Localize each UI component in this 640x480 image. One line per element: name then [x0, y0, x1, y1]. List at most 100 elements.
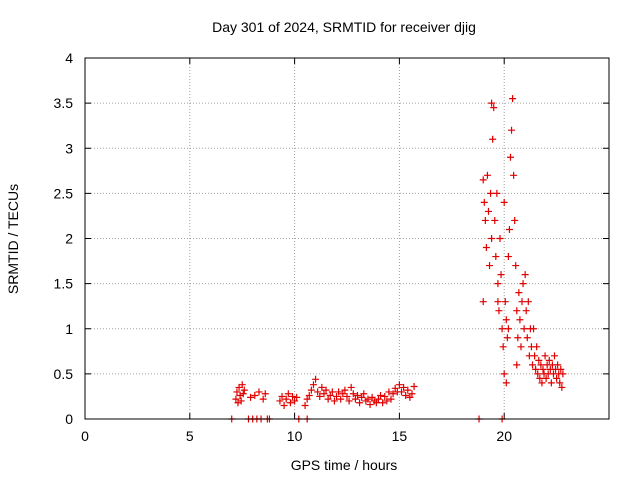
data-point: [531, 352, 539, 360]
data-point: [495, 307, 503, 315]
data-point: [326, 392, 334, 400]
data-point: [496, 235, 504, 242]
x-tick-label: 0: [81, 428, 89, 444]
data-point: [364, 395, 372, 403]
data-point: [518, 298, 526, 306]
data-point: [479, 298, 487, 306]
data-point: [505, 225, 513, 233]
data-point: [397, 388, 405, 396]
data-point: [400, 383, 408, 391]
data-point: [501, 298, 509, 306]
data-point: [333, 392, 341, 400]
data-point: [255, 388, 263, 396]
data-point: [286, 399, 294, 407]
gridlines: [85, 58, 609, 419]
data-point: [341, 386, 349, 394]
data-point: [330, 397, 338, 405]
data-point: [322, 386, 330, 394]
data-point: [389, 390, 397, 398]
data-point: [523, 334, 531, 342]
data-point: [337, 395, 345, 403]
data-point: [503, 334, 511, 342]
data-point: [343, 392, 351, 400]
data-point: [532, 365, 540, 373]
data-point: [504, 325, 512, 333]
data-point: [479, 176, 487, 184]
data-point: [554, 361, 562, 369]
data-point: [379, 399, 387, 407]
data-point: [533, 343, 541, 351]
data-point: [303, 395, 311, 403]
data-point: [280, 401, 288, 409]
data-point: [528, 361, 536, 369]
data-point: [512, 262, 520, 270]
x-tick-label: 20: [496, 428, 512, 444]
data-point: [247, 393, 255, 401]
data-point: [488, 99, 496, 107]
data-point: [387, 395, 395, 403]
data-point: [536, 374, 544, 382]
data-point: [305, 392, 313, 400]
y-tick-label: 2.5: [54, 185, 74, 201]
y-ticks: 0 0.5 1 1.5 2 2.5 3 3.5 4: [54, 50, 609, 427]
data-point: [289, 392, 297, 400]
chart-title: Day 301 of 2024, SRMTID for receiver dji…: [212, 19, 476, 35]
data-point: [316, 392, 324, 400]
x-tick-label: 5: [186, 428, 194, 444]
data-point: [517, 343, 525, 351]
data-point: [356, 399, 364, 407]
data-point: [349, 390, 357, 398]
data-point: [510, 171, 518, 179]
data-point: [494, 298, 502, 306]
data-point: [538, 379, 546, 387]
data-point: [487, 189, 495, 197]
data-point: [238, 381, 246, 389]
data-point: [345, 397, 353, 405]
data-point: [339, 390, 347, 398]
data-point: [524, 298, 532, 306]
data-point: [542, 374, 550, 382]
data-point: [513, 361, 521, 369]
data-point: [314, 388, 322, 396]
data-point: [558, 383, 566, 391]
data-point: [351, 395, 359, 403]
data-point: [259, 395, 267, 403]
data-point: [551, 352, 559, 360]
data-point: [404, 386, 412, 394]
data-point: [309, 381, 317, 389]
data-point: [500, 198, 508, 206]
data-point: [515, 289, 523, 297]
data-point: [509, 95, 517, 103]
data-point: [335, 388, 343, 396]
data-point: [521, 271, 529, 279]
data-point: [486, 262, 494, 270]
data-point: [374, 395, 382, 403]
y-tick-label: 3: [65, 140, 73, 156]
data-point: [504, 253, 512, 261]
data-point: [547, 379, 555, 387]
y-tick-label: 1: [65, 321, 73, 337]
data-point: [278, 392, 286, 400]
x-tick-label: 10: [287, 428, 303, 444]
data-point: [490, 104, 498, 112]
data-point: [493, 189, 501, 197]
data-point: [377, 392, 385, 400]
data-point: [537, 361, 545, 369]
data-point: [502, 316, 510, 324]
data-point: [516, 316, 524, 324]
data-point: [353, 392, 361, 400]
data-point: [239, 390, 247, 398]
data-point: [410, 383, 418, 391]
data-point: [324, 395, 332, 403]
data-point: [358, 393, 366, 401]
data-point: [320, 390, 328, 398]
data-point: [232, 395, 240, 403]
data-point: [497, 271, 505, 279]
data-point: [557, 365, 565, 373]
data-point: [301, 401, 309, 409]
y-tick-label: 1.5: [54, 276, 74, 292]
data-point: [520, 325, 528, 333]
data-point: [328, 388, 336, 396]
data-point: [312, 375, 320, 383]
